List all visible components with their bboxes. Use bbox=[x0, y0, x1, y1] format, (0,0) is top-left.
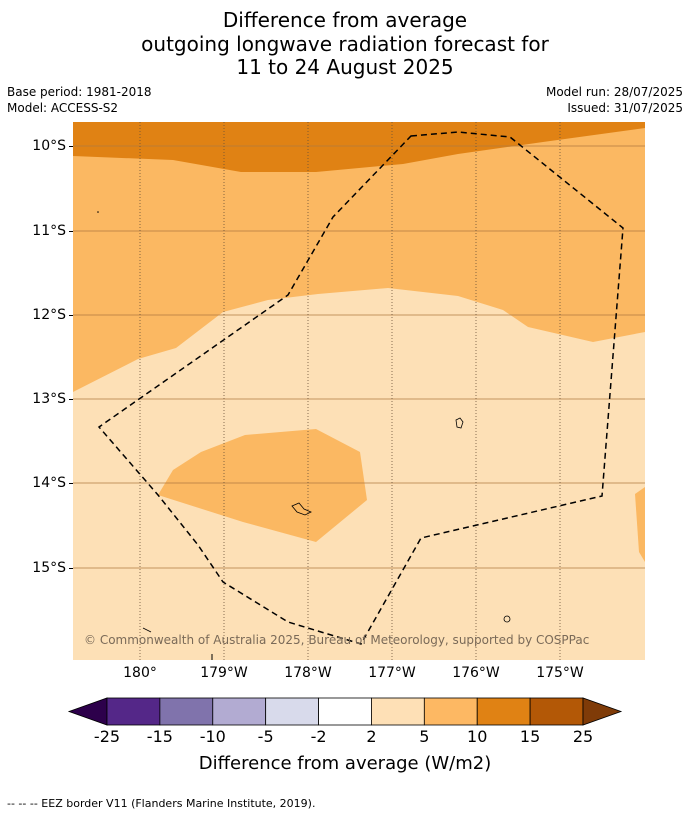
lon-label-175w: 175°W bbox=[536, 665, 584, 681]
colorbar-tick-label: 10 bbox=[467, 727, 488, 746]
lon-label-177w: 177°W bbox=[368, 665, 416, 681]
colorbar-tick-label: 2 bbox=[366, 727, 377, 746]
latitude-gridlines bbox=[73, 145, 645, 569]
island-4 bbox=[97, 211, 99, 213]
colorbar-tick-label: 5 bbox=[419, 727, 430, 746]
lat-label-11s: 11°S bbox=[32, 223, 66, 239]
colorbar-extend-low bbox=[67, 697, 108, 726]
lon-label-180: 180° bbox=[123, 665, 157, 681]
island-2 bbox=[291, 502, 312, 516]
island-1 bbox=[455, 417, 464, 429]
colorbar-segment bbox=[423, 697, 478, 726]
lat-tick bbox=[69, 146, 73, 147]
colorbar-segment bbox=[106, 697, 161, 726]
contour-band-5-10-edge bbox=[635, 487, 645, 562]
colorbar-tick-label: -10 bbox=[199, 727, 226, 746]
lat-label-14s: 14°S bbox=[32, 475, 66, 491]
colorbar-segment bbox=[476, 697, 531, 726]
title-line-3: 11 to 24 August 2025 bbox=[236, 55, 454, 79]
island-3 bbox=[503, 615, 511, 623]
lat-label-13s: 13°S bbox=[32, 391, 66, 407]
title-line-1: Difference from average bbox=[222, 8, 468, 32]
eez-border bbox=[97, 131, 624, 645]
colorbar-tick-label: -15 bbox=[146, 727, 173, 746]
contour-band-10-15 bbox=[73, 122, 645, 172]
lat-label-15s: 15°S bbox=[32, 560, 66, 576]
lon-label-178w: 178°W bbox=[284, 665, 332, 681]
colorbar-tick-label: 15 bbox=[519, 727, 541, 746]
lat-tick bbox=[69, 568, 73, 569]
colorbar-segment bbox=[159, 697, 214, 726]
colorbar-segment bbox=[265, 697, 319, 726]
colorbar-segment bbox=[529, 697, 584, 726]
contour-band-5-10 bbox=[73, 122, 645, 392]
lat-label-10s: 10°S bbox=[32, 138, 66, 154]
map-panel bbox=[73, 122, 645, 660]
issued-date: Issued: 31/07/2025 bbox=[567, 101, 683, 115]
lat-tick bbox=[69, 483, 73, 484]
eez-legend-note: -- -- -- EEZ border V11 (Flanders Marine… bbox=[7, 797, 316, 810]
colorbar-segment bbox=[318, 697, 372, 726]
copyright-notice: © Commonwealth of Australia 2025, Bureau… bbox=[84, 633, 590, 647]
lat-tick bbox=[69, 315, 73, 316]
model-run: Model run: 28/07/2025 bbox=[545, 85, 683, 99]
lon-label-179w: 179°W bbox=[200, 665, 248, 681]
title-line-2: outgoing longwave radiation forecast for bbox=[141, 32, 549, 56]
colorbar-tick-label: -2 bbox=[310, 727, 327, 746]
map-canvas bbox=[73, 122, 645, 660]
colorbar-tick-label: -25 bbox=[93, 727, 121, 746]
island-5 bbox=[142, 627, 152, 633]
colorbar-extend-high bbox=[582, 697, 623, 726]
lat-tick bbox=[69, 399, 73, 400]
model-name: Model: ACCESS-S2 bbox=[7, 101, 119, 115]
colorbar-segment bbox=[371, 697, 425, 726]
lon-label-176w: 176°W bbox=[452, 665, 500, 681]
colorbar-tick-label: 25 bbox=[572, 727, 594, 746]
base-period: Base period: 1981-2018 bbox=[7, 85, 152, 99]
contour-band-5-10-blob bbox=[158, 429, 367, 542]
colorbar-title: Difference from average (W/m2) bbox=[198, 753, 492, 774]
colorbar-segment bbox=[212, 697, 267, 726]
lat-tick bbox=[69, 231, 73, 232]
lat-label-12s: 12°S bbox=[32, 307, 66, 323]
colorbar-tick-label: -5 bbox=[257, 727, 274, 746]
